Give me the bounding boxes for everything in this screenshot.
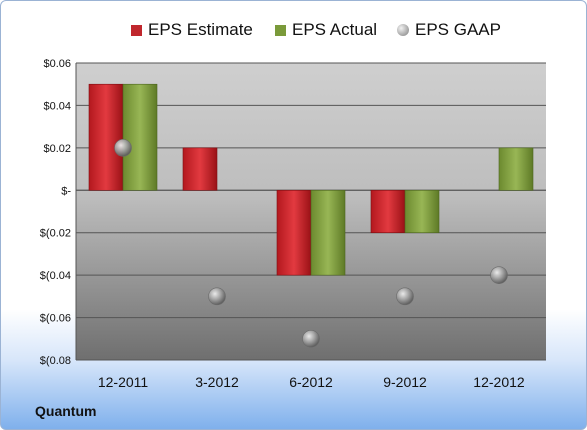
legend-item-eps-actual: EPS Actual — [275, 18, 377, 42]
x-tick-label-1: 3-2012 — [195, 374, 239, 390]
bar-eps-estimate-12-2011 — [88, 83, 124, 191]
point-eps-gaap-12-2011 — [114, 139, 132, 157]
point-eps-gaap-12-2012 — [490, 266, 508, 284]
y-tick-label-1: $0.04 — [43, 100, 71, 112]
bar-eps-estimate-9-2012 — [370, 189, 406, 234]
legend-item-eps-estimate: EPS Estimate — [131, 18, 253, 42]
y-tick-label-5: $(0.04 — [40, 270, 71, 282]
y-tick-label-6: $(0.06 — [40, 313, 71, 325]
bar-eps-actual-12-2012 — [498, 147, 534, 191]
x-tick-label-2: 6-2012 — [289, 374, 333, 390]
bar-eps-actual-12-2011 — [122, 83, 158, 191]
legend-label-eps-gaap: EPS GAAP — [415, 20, 501, 39]
x-tick-label-4: 12-2012 — [473, 374, 525, 390]
y-tick-label-0: $0.06 — [43, 58, 71, 70]
company-label: Quantum — [35, 403, 97, 419]
point-eps-gaap-3-2012 — [208, 287, 226, 306]
legend-item-eps-gaap: EPS GAAP — [397, 18, 501, 42]
x-tick-label-3: 9-2012 — [383, 374, 427, 390]
legend-label-eps-estimate: EPS Estimate — [148, 20, 253, 39]
y-tick-label-3: $- — [61, 185, 71, 197]
legend: EPS Estimate EPS Actual EPS GAAP — [1, 18, 586, 42]
bar-eps-estimate-3-2012 — [182, 147, 218, 191]
bar-eps-actual-6-2012 — [310, 189, 346, 276]
legend-marker-eps-gaap — [397, 24, 409, 36]
bar-eps-estimate-6-2012 — [276, 189, 312, 276]
legend-label-eps-actual: EPS Actual — [292, 20, 378, 39]
legend-swatch-eps-estimate — [131, 24, 142, 36]
y-tick-label-2: $0.02 — [43, 143, 71, 155]
y-tick-label-4: $(0.02 — [40, 228, 71, 240]
bar-eps-actual-9-2012 — [404, 189, 440, 234]
point-eps-gaap-6-2012 — [302, 329, 320, 348]
x-tick-label-0: 12-2011 — [98, 374, 149, 390]
point-eps-gaap-9-2012 — [396, 287, 414, 306]
y-tick-label-7: $(0.08 — [40, 355, 71, 367]
legend-swatch-eps-actual — [275, 24, 286, 36]
